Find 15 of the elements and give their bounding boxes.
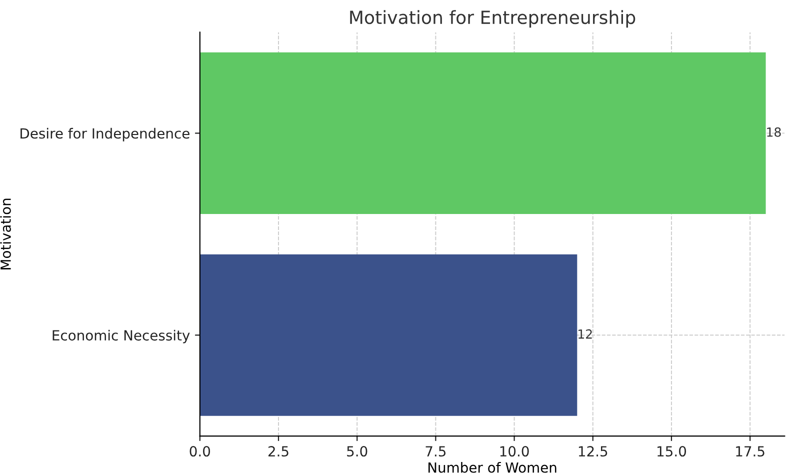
y-tick-label: Economic Necessity bbox=[52, 330, 190, 344]
x-tick-label: 7.5 bbox=[426, 446, 446, 457]
y-axis-title: Motivation bbox=[0, 198, 11, 270]
data-label: 18 bbox=[767, 127, 781, 137]
x-tick-label: 12.5 bbox=[578, 446, 608, 457]
x-tick-label: 2.5 bbox=[268, 446, 288, 457]
x-tick-label: 5.0 bbox=[347, 446, 368, 457]
x-tick-label: 17.5 bbox=[736, 446, 764, 457]
y-tick-label: Desire for Independence bbox=[20, 128, 190, 142]
data-label: 12 bbox=[578, 329, 592, 339]
x-tick-label: 10.0 bbox=[500, 446, 529, 457]
x-tick-label: 0.0 bbox=[190, 446, 210, 457]
x-tick-label: 15.0 bbox=[658, 446, 686, 457]
chart-title: Motivation for Entrepreneurship bbox=[350, 10, 636, 28]
x-axis-title: Number of Women bbox=[428, 462, 556, 473]
